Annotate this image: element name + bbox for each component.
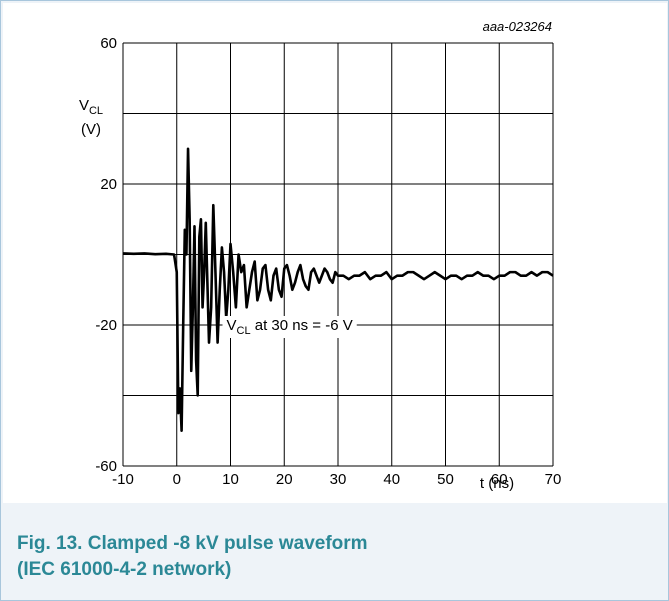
x-tick-label: 50 (437, 471, 454, 488)
y-tick-label: 20 (100, 176, 117, 193)
x-tick-label: 20 (276, 471, 293, 488)
plot-panel: aaa-023264 -60 -20 20 60 -10 0 10 20 30 40 50 60 70… (3, 3, 667, 503)
annotation-background (222, 316, 357, 338)
annotation-text: VCL at 30 ns = -6 V (227, 317, 353, 337)
x-tick-label: 70 (545, 471, 562, 488)
y-tick-label: -60 (95, 458, 117, 475)
figure-reference: aaa-023264 (483, 19, 552, 34)
x-tick-label: 30 (330, 471, 347, 488)
figure-caption: Fig. 13. Clamped -8 kV pulse waveform (I… (17, 531, 368, 583)
y-tick-labels: -60 -20 20 60 (95, 35, 117, 475)
y-tick-label: -20 (95, 317, 117, 334)
x-tick-labels: -10 0 10 20 30 40 50 60 70 (112, 471, 561, 488)
y-axis-unit: (V) (81, 121, 101, 138)
x-tick-label: 60 (491, 471, 508, 488)
y-tick-label: 60 (100, 35, 117, 52)
annotation: VCL at 30 ns = -6 V (222, 316, 357, 338)
caption-line-1: Fig. 13. Clamped -8 kV pulse waveform (17, 533, 368, 554)
x-tick-label: 40 (383, 471, 400, 488)
x-axis-label: t (ns) (480, 475, 514, 492)
waveform-chart: aaa-023264 -60 -20 20 60 -10 0 10 20 30 40 50 60 70… (79, 19, 561, 492)
y-axis-label: VCL (79, 97, 103, 117)
x-tick-label: -10 (112, 471, 134, 488)
x-tick-label: 0 (173, 471, 181, 488)
waveform-trace (122, 147, 554, 433)
x-tick-label: 10 (222, 471, 239, 488)
caption-line-2: (IEC 61000-4-2 network) (17, 559, 232, 580)
